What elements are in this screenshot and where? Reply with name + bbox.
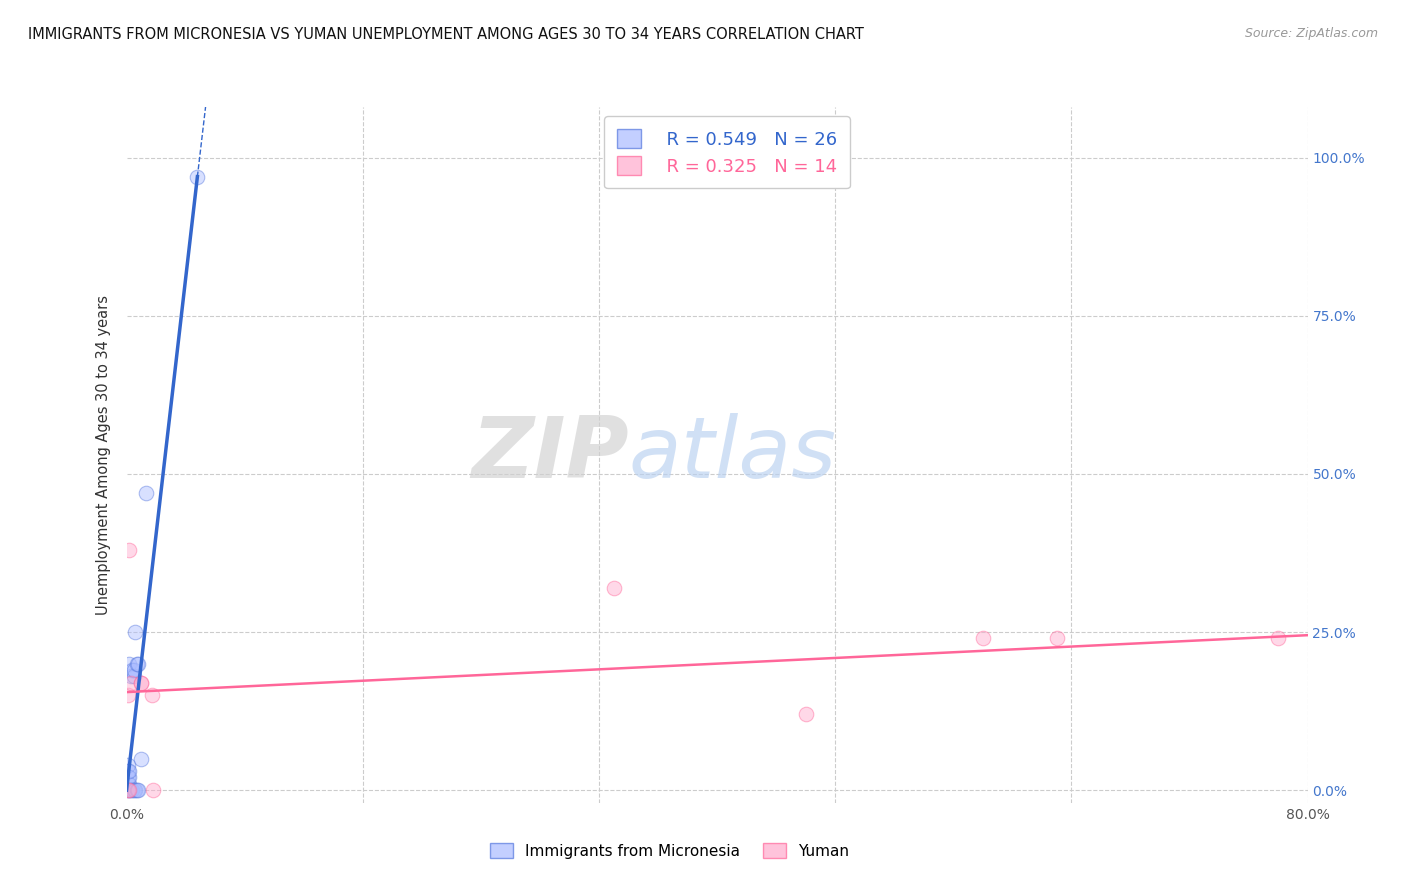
Point (972, 632, 994, 646)
Text: IMMIGRANTS FROM MICRONESIA VS YUMAN UNEMPLOYMENT AMONG AGES 30 TO 34 YEARS CORRE: IMMIGRANTS FROM MICRONESIA VS YUMAN UNEM… (28, 27, 865, 42)
Point (1267, 632, 1289, 646)
Point (121, 663, 143, 677)
Point (125, 657, 148, 671)
Point (117, 757, 139, 772)
Point (129, 751, 153, 765)
Point (129, 675, 153, 690)
Point (118, 783, 141, 797)
Legend: Immigrants from Micronesia, Yuman: Immigrants from Micronesia, Yuman (484, 837, 855, 864)
Point (118, 777, 141, 791)
Point (120, 669, 142, 683)
Point (124, 783, 146, 797)
Point (120, 783, 142, 797)
Point (118, 764, 141, 779)
Point (122, 663, 145, 677)
Point (1045, 632, 1069, 646)
Point (118, 771, 141, 785)
Point (127, 783, 149, 797)
Text: Source: ZipAtlas.com: Source: ZipAtlas.com (1244, 27, 1378, 40)
Point (117, 764, 139, 779)
Point (125, 783, 148, 797)
Point (117, 783, 139, 797)
Point (118, 542, 141, 557)
Point (127, 657, 149, 671)
Point (142, 783, 165, 797)
Point (794, 707, 817, 722)
Point (603, 581, 626, 595)
Point (122, 669, 145, 683)
Point (129, 675, 153, 690)
Point (141, 688, 163, 702)
Y-axis label: Unemployment Among Ages 30 to 34 years: Unemployment Among Ages 30 to 34 years (96, 295, 111, 615)
Point (117, 771, 139, 785)
Point (118, 783, 141, 797)
Point (117, 783, 139, 797)
Point (118, 657, 141, 671)
Point (121, 783, 143, 797)
Point (120, 675, 142, 690)
Point (117, 777, 139, 791)
Text: atlas: atlas (628, 413, 837, 497)
Point (135, 486, 157, 500)
Point (117, 688, 139, 702)
Point (124, 625, 146, 640)
Text: ZIP: ZIP (471, 413, 628, 497)
Point (122, 783, 145, 797)
Point (186, 169, 208, 184)
